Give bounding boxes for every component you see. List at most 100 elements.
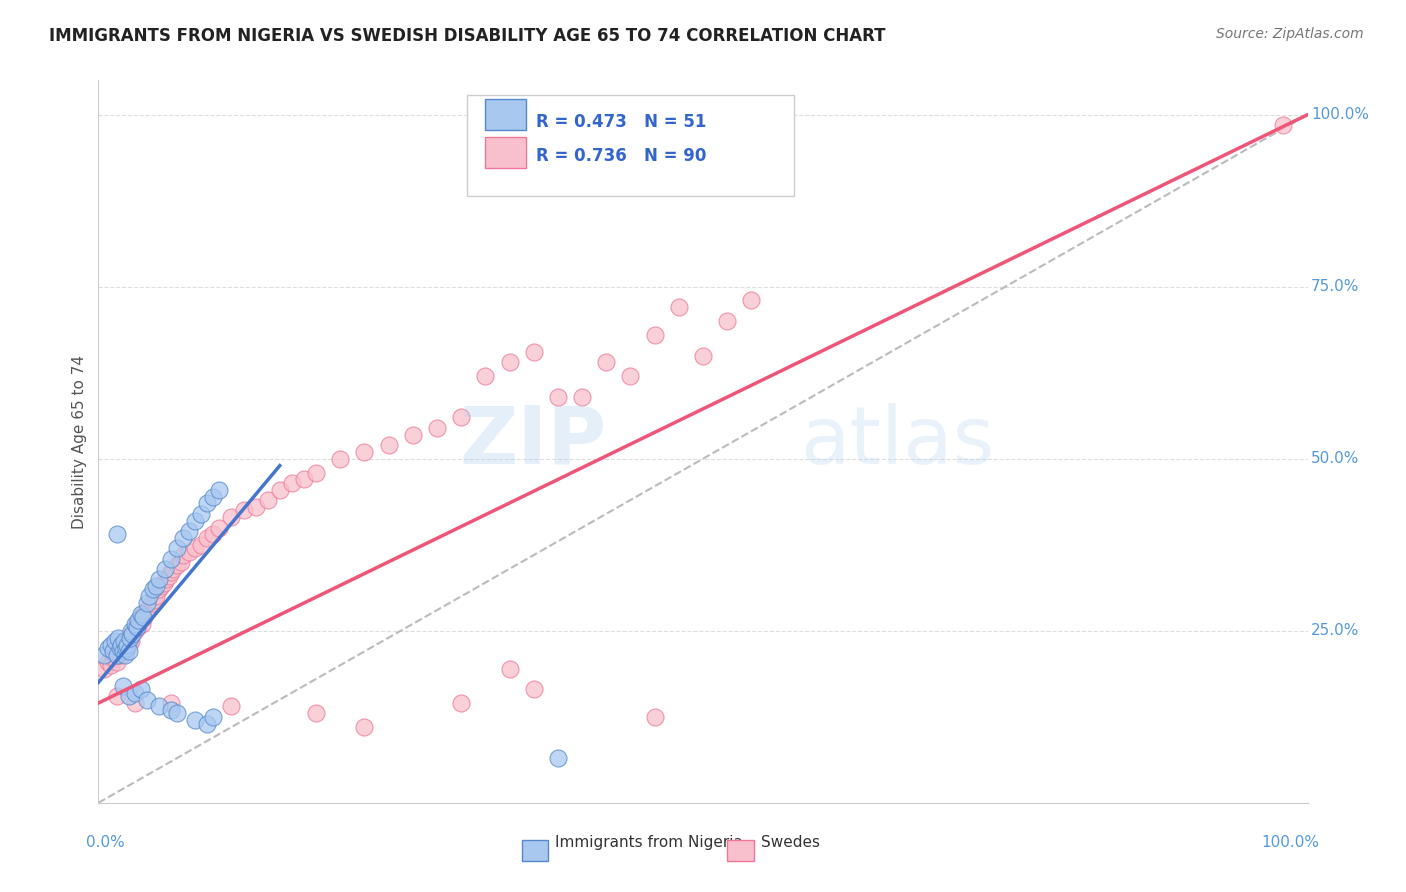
Point <box>117 638 139 652</box>
Point <box>129 682 152 697</box>
Point <box>644 710 666 724</box>
Point <box>195 531 218 545</box>
Point <box>668 301 690 315</box>
Point <box>426 421 449 435</box>
Point <box>221 510 243 524</box>
Point <box>105 689 128 703</box>
Point <box>101 651 124 665</box>
Point <box>157 568 180 582</box>
Point <box>111 644 134 658</box>
Text: atlas: atlas <box>800 402 994 481</box>
Text: IMMIGRANTS FROM NIGERIA VS SWEDISH DISABILITY AGE 65 TO 74 CORRELATION CHART: IMMIGRANTS FROM NIGERIA VS SWEDISH DISAB… <box>49 27 886 45</box>
Point <box>97 655 120 669</box>
Point <box>110 648 132 662</box>
Text: 75.0%: 75.0% <box>1312 279 1360 294</box>
Point <box>118 638 141 652</box>
Text: Swedes: Swedes <box>761 835 820 850</box>
FancyBboxPatch shape <box>522 840 548 861</box>
Point <box>305 706 328 721</box>
Point <box>305 466 328 480</box>
Point <box>121 627 143 641</box>
FancyBboxPatch shape <box>485 137 526 169</box>
Point <box>141 596 163 610</box>
Point <box>523 682 546 697</box>
Point <box>450 696 472 710</box>
Point <box>184 713 207 727</box>
Text: Immigrants from Nigeria: Immigrants from Nigeria <box>555 835 744 850</box>
Point <box>269 483 291 497</box>
Point <box>498 662 520 676</box>
Point <box>110 638 132 652</box>
Point <box>221 699 243 714</box>
Point <box>127 620 149 634</box>
Point <box>184 514 207 528</box>
Point <box>128 614 150 628</box>
Point <box>202 710 225 724</box>
Text: 50.0%: 50.0% <box>1312 451 1360 467</box>
Point <box>166 541 188 556</box>
Point <box>100 658 122 673</box>
Point <box>148 699 170 714</box>
Point <box>716 314 738 328</box>
Point <box>142 582 165 597</box>
Point <box>138 590 160 604</box>
FancyBboxPatch shape <box>485 99 526 130</box>
Point <box>111 640 134 655</box>
Point <box>148 582 170 597</box>
Point <box>172 531 194 545</box>
Point <box>143 592 166 607</box>
Text: 25.0%: 25.0% <box>1312 624 1360 639</box>
Point <box>145 579 167 593</box>
Point <box>256 493 278 508</box>
Point <box>162 562 184 576</box>
Point <box>129 607 152 621</box>
Point <box>450 410 472 425</box>
Point <box>107 648 129 662</box>
Point <box>108 644 131 658</box>
Point <box>105 527 128 541</box>
Point <box>124 686 146 700</box>
Point <box>93 662 115 676</box>
Point <box>353 445 375 459</box>
Point <box>105 655 128 669</box>
Point <box>152 575 174 590</box>
Point <box>112 638 135 652</box>
Point <box>100 638 122 652</box>
Point <box>208 483 231 497</box>
Point <box>160 566 183 580</box>
Point <box>281 475 304 490</box>
Point <box>595 355 617 369</box>
Text: 0.0%: 0.0% <box>86 835 125 850</box>
Text: 100.0%: 100.0% <box>1312 107 1369 122</box>
Point <box>124 616 146 631</box>
Point <box>93 648 115 662</box>
Point <box>134 610 156 624</box>
Point <box>179 524 201 538</box>
Point <box>115 640 138 655</box>
Point <box>135 596 157 610</box>
Point <box>740 293 762 308</box>
Point <box>121 627 143 641</box>
Point <box>120 634 142 648</box>
Point <box>190 507 212 521</box>
Point <box>118 631 141 645</box>
Point <box>138 599 160 614</box>
Point <box>195 716 218 731</box>
Point <box>160 551 183 566</box>
Point <box>108 640 131 655</box>
Point <box>118 689 141 703</box>
Text: 100.0%: 100.0% <box>1261 835 1320 850</box>
Point <box>129 610 152 624</box>
Point <box>190 538 212 552</box>
Point <box>166 706 188 721</box>
Point <box>108 640 131 655</box>
Point <box>127 616 149 631</box>
Point <box>523 345 546 359</box>
Point <box>135 692 157 706</box>
Point <box>127 620 149 634</box>
Point <box>118 644 141 658</box>
Point <box>153 562 176 576</box>
Point <box>160 703 183 717</box>
Point <box>692 349 714 363</box>
Point <box>115 644 138 658</box>
